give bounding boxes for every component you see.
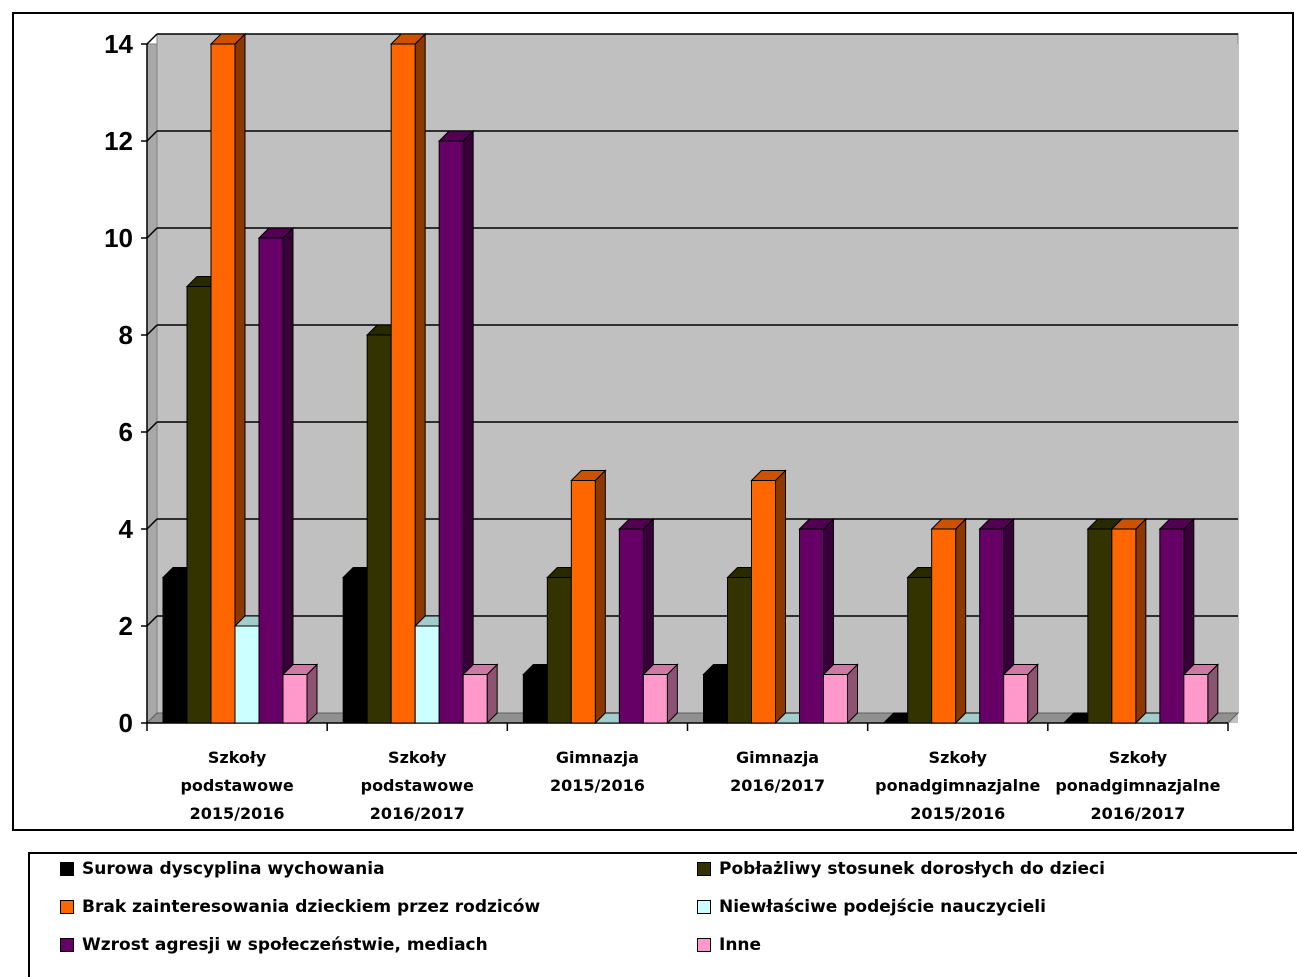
bar <box>907 577 933 724</box>
x-tick-label: 2016/2017 <box>370 804 465 823</box>
x-tick-label: 2015/2016 <box>190 804 285 823</box>
legend-item: Inne <box>697 933 761 957</box>
bar <box>1003 674 1029 724</box>
gridline-depth <box>146 33 158 45</box>
legend: Surowa dyscyplina wychowania Pobłażliwy s… <box>28 852 1297 977</box>
bar <box>438 140 464 724</box>
x-tick-label: Szkoły <box>1109 748 1168 767</box>
legend-swatch <box>697 862 711 876</box>
y-tick-label: 4 <box>119 514 134 544</box>
bar-side <box>775 469 786 725</box>
bar <box>703 674 728 724</box>
x-tick-label: 2016/2017 <box>1090 804 1185 823</box>
bar <box>210 43 236 724</box>
legend-swatch <box>60 900 74 914</box>
bar <box>414 625 440 724</box>
x-tick-label: Gimnazja <box>556 748 639 767</box>
x-tick-label: Gimnazja <box>736 748 819 767</box>
legend-swatch <box>697 900 711 914</box>
gridline-depth <box>146 518 158 530</box>
x-tick-label: ponadgimnazjalne <box>1055 776 1220 795</box>
bar <box>570 480 596 724</box>
legend-label: Niewłaściwe podejście nauczycieli <box>719 897 1046 917</box>
bar-side <box>955 517 967 725</box>
legend-label: Surowa dyscyplina wychowania <box>82 859 385 879</box>
plot-area <box>157 44 1238 723</box>
bar <box>1183 674 1209 724</box>
gridline-depth <box>146 130 158 142</box>
x-tick-label: Szkoły <box>208 748 267 767</box>
bar-side <box>1135 517 1147 725</box>
y-tick-label: 6 <box>119 417 133 447</box>
bar <box>727 577 752 724</box>
bar <box>282 674 308 724</box>
bar <box>1111 528 1137 724</box>
legend-label: Pobłażliwy stosunek dorosłych do dzieci <box>719 859 1105 879</box>
bar <box>390 43 416 724</box>
bar <box>799 528 824 724</box>
bar <box>979 528 1005 724</box>
bar <box>258 237 284 724</box>
bar <box>462 674 488 724</box>
y-tick-label: 8 <box>119 320 133 350</box>
bar <box>1087 528 1113 724</box>
x-tick-label: Szkoły <box>388 748 447 767</box>
y-tick-label: 2 <box>119 611 133 641</box>
bar <box>823 674 848 724</box>
y-tick-label: 12 <box>104 126 133 156</box>
y-tick-label: 10 <box>104 223 133 253</box>
bar <box>546 577 572 724</box>
legend-item: Wzrost agresji w społeczeństwie, mediach <box>60 933 488 957</box>
legend-swatch <box>60 938 74 952</box>
bar-side <box>594 469 606 725</box>
bar <box>618 528 644 724</box>
bar-chart: 0 2 4 6 8 10 12 14 Szkoły podstawowe 2015/2016 Szko… <box>104 29 1240 823</box>
gridline-depth <box>146 421 158 433</box>
bar-side <box>282 226 294 725</box>
legend-swatch <box>60 862 74 876</box>
y-tick-label: 0 <box>119 708 133 738</box>
bar <box>162 577 188 724</box>
legend-label: Brak zainteresowania dzieckiem przez rod… <box>82 897 541 917</box>
legend-label: Wzrost agresji w społeczeństwie, mediach <box>82 935 488 955</box>
x-tick-label: ponadgimnazjalne <box>875 776 1040 795</box>
bar <box>1159 528 1185 724</box>
legend-item: Niewłaściwe podejście nauczycieli <box>697 895 1046 919</box>
bar-side <box>462 129 474 725</box>
x-tick-label: 2015/2016 <box>550 776 645 795</box>
y-tick-label: 14 <box>104 29 133 59</box>
bar <box>751 480 776 724</box>
bar <box>642 674 668 724</box>
gridline-depth <box>146 227 158 239</box>
bar <box>234 625 260 724</box>
x-tick-label: podstawowe <box>180 776 293 795</box>
legend-label: Inne <box>719 935 762 955</box>
x-tick-label: 2015/2016 <box>910 804 1005 823</box>
gridline-depth <box>146 324 158 336</box>
legend-item: Surowa dyscyplina wychowania <box>60 857 385 881</box>
bar <box>186 286 212 724</box>
bar <box>522 674 548 724</box>
x-tick-label: podstawowe <box>361 776 474 795</box>
legend-item: Pobłażliwy stosunek dorosłych do dzieci <box>697 857 1105 881</box>
x-tick-label: Szkoły <box>929 748 988 767</box>
bar <box>931 528 957 724</box>
x-tick-label: 2016/2017 <box>730 776 825 795</box>
bar <box>342 577 368 724</box>
gridline-depth <box>146 615 158 627</box>
legend-swatch <box>697 938 711 952</box>
legend-item: Brak zainteresowania dzieckiem przez rod… <box>60 895 540 919</box>
bar <box>366 334 392 724</box>
